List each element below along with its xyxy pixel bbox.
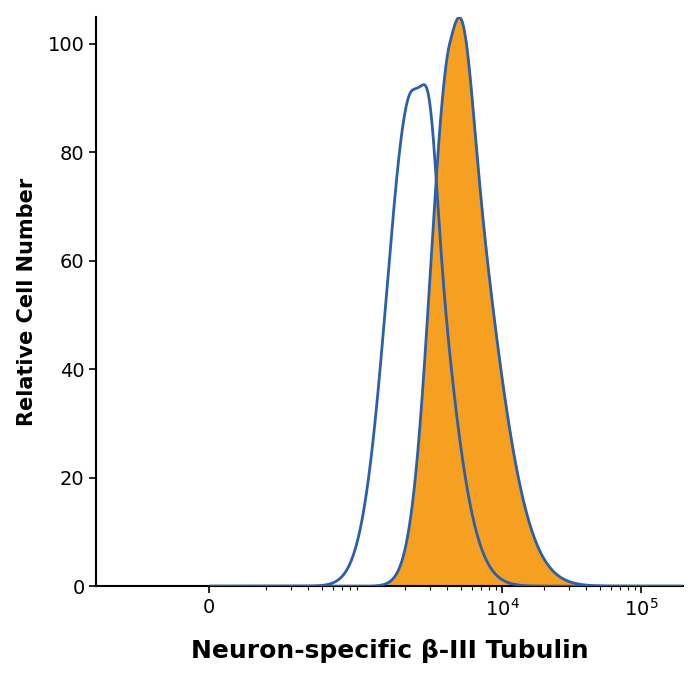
X-axis label: Neuron-specific β-III Tubulin: Neuron-specific β-III Tubulin (191, 639, 589, 663)
Y-axis label: Relative Cell Number: Relative Cell Number (17, 177, 36, 426)
